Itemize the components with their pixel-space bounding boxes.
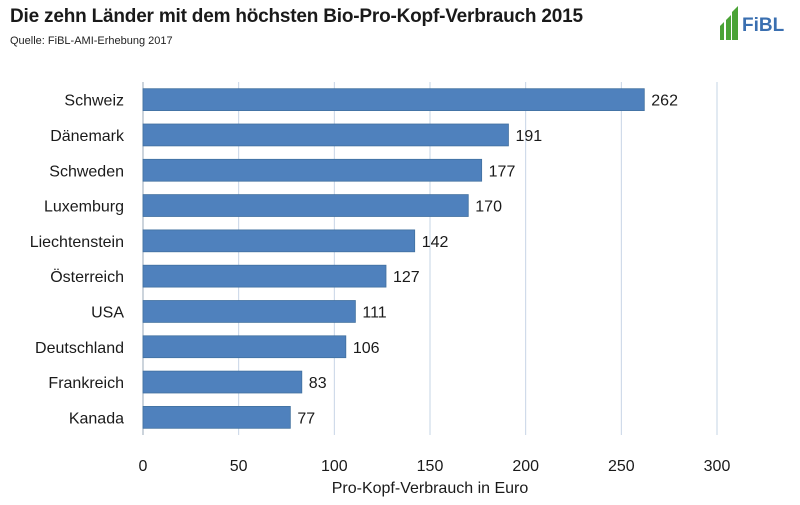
bar-schweiz [142, 88, 645, 111]
value-label: 262 [651, 93, 678, 110]
category-label: Liechtenstein [30, 234, 124, 251]
bar-deutschland [142, 335, 347, 359]
category-labels: Schweiz Dänemark Schweden Luxemburg Liechten… [30, 93, 125, 428]
value-label: 142 [422, 234, 449, 251]
bar-schweden [142, 158, 483, 182]
bar-liechtenstein [142, 229, 416, 253]
bar-kanada [142, 406, 291, 429]
chart-source: Quelle: FiBL-AMI-Erhebung 2017 [10, 35, 173, 47]
value-labels: 262 191 177 170 142 127 111 106 83 77 [297, 93, 678, 428]
bar-frankreich [142, 370, 303, 394]
bar-dänemark [142, 123, 509, 147]
value-label: 111 [362, 304, 386, 321]
category-label: USA [91, 304, 124, 321]
x-tick-label: 300 [704, 458, 731, 475]
chart-title: Die zehn Länder mit dem höchsten Bio-Pro… [10, 6, 583, 27]
category-label: Dänemark [50, 128, 125, 145]
value-label: 83 [309, 375, 327, 392]
x-tick-label: 150 [417, 458, 444, 475]
x-tick-label: 100 [321, 458, 348, 475]
x-tick-label: 200 [512, 458, 539, 475]
bar-usa [142, 300, 356, 323]
x-tick-label: 0 [139, 458, 148, 475]
category-label: Schweiz [64, 93, 124, 110]
category-label: Frankreich [48, 375, 124, 392]
category-label: Luxemburg [44, 199, 124, 216]
bar-österreich [142, 264, 387, 288]
category-label: Deutschland [35, 340, 124, 357]
value-label: 191 [515, 128, 542, 145]
x-tick-labels: 0 50 100 150 200 250 300 [139, 458, 731, 475]
value-label: 106 [353, 340, 380, 357]
value-label: 77 [297, 410, 315, 427]
bar-luxemburg [142, 194, 469, 217]
x-tick-label: 250 [608, 458, 635, 475]
value-label: 177 [489, 163, 516, 180]
bars [142, 88, 645, 429]
category-label: Schweden [49, 163, 124, 180]
category-label: Österreich [50, 268, 124, 286]
category-label: Kanada [69, 410, 124, 427]
value-label: 170 [475, 199, 502, 216]
x-tick-label: 50 [230, 458, 248, 475]
fibl-logo-text: FiBL [742, 15, 785, 36]
fibl-logo-icon [720, 6, 738, 40]
value-label: 127 [393, 269, 420, 286]
x-axis-label: Pro-Kopf-Verbrauch in Euro [332, 480, 529, 497]
